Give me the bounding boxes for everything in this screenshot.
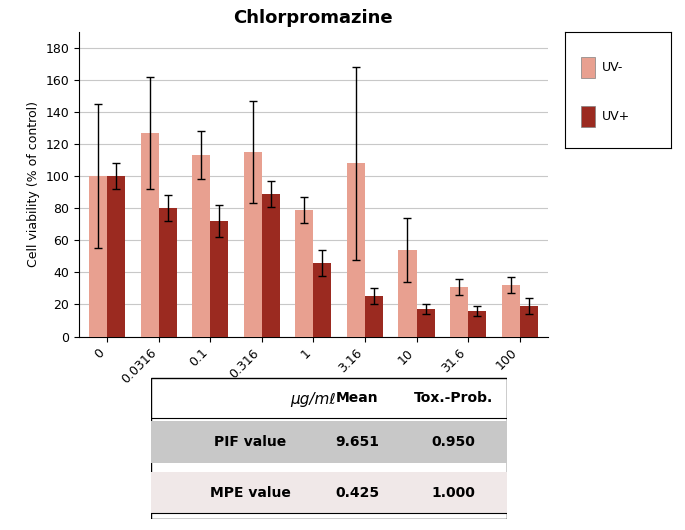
FancyBboxPatch shape bbox=[151, 421, 507, 463]
Text: UV+: UV+ bbox=[602, 110, 630, 123]
Y-axis label: Cell viability (% of control): Cell viability (% of control) bbox=[27, 101, 40, 267]
Text: 1.000: 1.000 bbox=[432, 485, 475, 500]
Bar bbox=[365, 296, 383, 337]
Text: Mean: Mean bbox=[336, 391, 379, 405]
Bar bbox=[244, 152, 262, 337]
Bar bbox=[501, 285, 520, 337]
Bar bbox=[159, 208, 177, 337]
X-axis label: μg/mℓ: μg/mℓ bbox=[290, 392, 336, 407]
Bar bbox=[347, 163, 365, 337]
Bar bbox=[140, 133, 159, 337]
Bar bbox=[313, 263, 332, 337]
Text: PIF value: PIF value bbox=[214, 435, 286, 449]
Bar bbox=[210, 221, 228, 337]
Text: 0.950: 0.950 bbox=[432, 435, 475, 449]
Bar bbox=[416, 310, 434, 337]
Bar bbox=[192, 155, 210, 337]
Bar bbox=[468, 311, 486, 337]
FancyBboxPatch shape bbox=[581, 57, 595, 78]
Text: UV-: UV- bbox=[602, 61, 623, 74]
Bar bbox=[295, 210, 314, 337]
Title: Chlorpromazine: Chlorpromazine bbox=[234, 10, 393, 28]
Text: 9.651: 9.651 bbox=[335, 435, 379, 449]
Bar bbox=[89, 176, 107, 337]
Text: 0.425: 0.425 bbox=[335, 485, 379, 500]
Bar bbox=[450, 287, 468, 337]
Text: MPE value: MPE value bbox=[210, 485, 291, 500]
Bar bbox=[107, 176, 125, 337]
Bar bbox=[520, 306, 538, 337]
Bar bbox=[399, 250, 416, 337]
Bar bbox=[262, 194, 280, 337]
Text: Tox.-Prob.: Tox.-Prob. bbox=[414, 391, 493, 405]
FancyBboxPatch shape bbox=[151, 472, 507, 514]
FancyBboxPatch shape bbox=[581, 107, 595, 127]
